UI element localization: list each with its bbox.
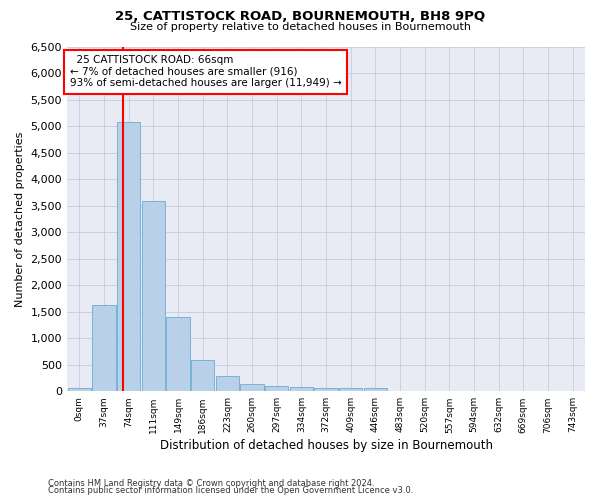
- Bar: [166, 316, 190, 392]
- X-axis label: Distribution of detached houses by size in Bournemouth: Distribution of detached houses by size …: [160, 440, 493, 452]
- Bar: [364, 388, 387, 392]
- Bar: [142, 202, 165, 392]
- Bar: [68, 388, 91, 392]
- Text: Size of property relative to detached houses in Bournemouth: Size of property relative to detached ho…: [130, 22, 470, 32]
- Text: Contains public sector information licensed under the Open Government Licence v3: Contains public sector information licen…: [48, 486, 413, 495]
- Bar: [117, 122, 140, 392]
- Y-axis label: Number of detached properties: Number of detached properties: [15, 131, 25, 306]
- Bar: [339, 388, 362, 392]
- Text: 25, CATTISTOCK ROAD, BOURNEMOUTH, BH8 9PQ: 25, CATTISTOCK ROAD, BOURNEMOUTH, BH8 9P…: [115, 10, 485, 23]
- Text: 25 CATTISTOCK ROAD: 66sqm  
← 7% of detached houses are smaller (916)
93% of sem: 25 CATTISTOCK ROAD: 66sqm ← 7% of detach…: [70, 55, 341, 88]
- Text: Contains HM Land Registry data © Crown copyright and database right 2024.: Contains HM Land Registry data © Crown c…: [48, 478, 374, 488]
- Bar: [265, 386, 289, 392]
- Bar: [191, 360, 214, 392]
- Bar: [290, 388, 313, 392]
- Bar: [314, 388, 338, 392]
- Bar: [241, 384, 264, 392]
- Bar: [92, 305, 116, 392]
- Bar: [215, 376, 239, 392]
